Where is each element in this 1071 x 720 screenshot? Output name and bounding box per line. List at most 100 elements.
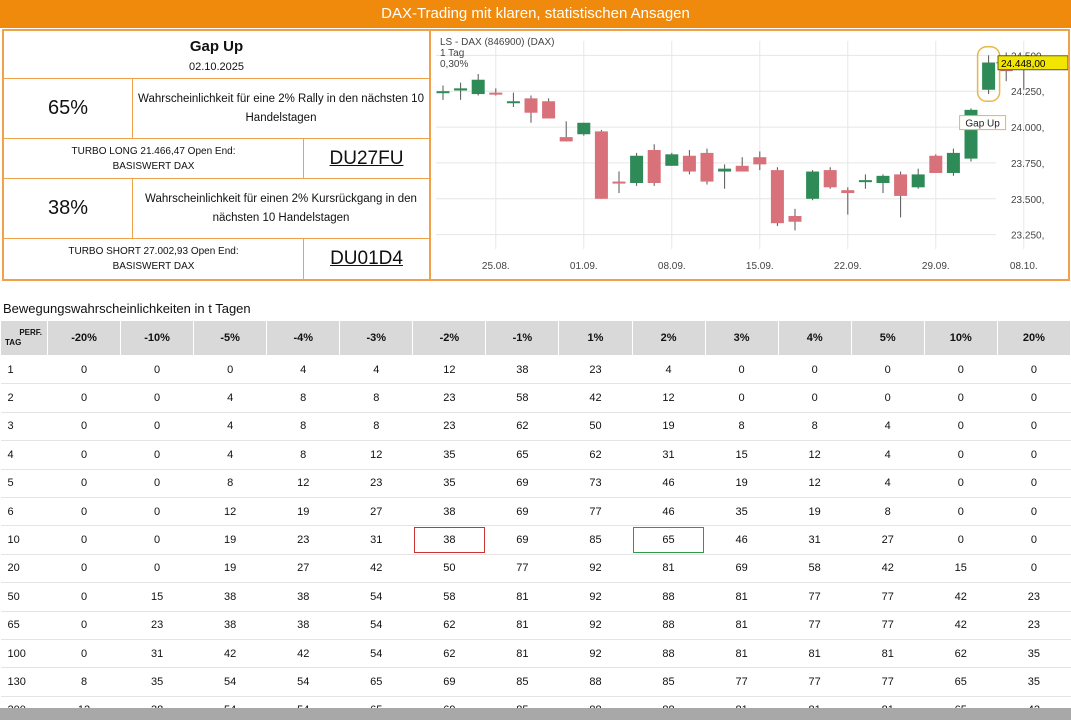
probability-cell: 23 [266,525,340,555]
probability-cell: 92 [558,611,632,640]
probability-cell: 46 [705,525,779,555]
probability-cell: 81 [485,611,559,640]
table-row: 65 0 23 38 38 54 62 81 92 88 81 77 77 42 23 [0,611,1071,640]
probability-cell: 50 [558,412,632,442]
probability-cell: 50 [412,554,486,584]
table-header-row: PERF. TAG -20% -10% -5% -4% -3% -2% -1% 1% 2% 3% 4… [0,320,1071,356]
probability-cell: 0 [778,355,852,385]
bottom-scrollbar[interactable] [0,708,1071,720]
probability-cell: 0 [47,440,121,470]
probability-cell: 31 [632,440,706,470]
row-tag-cell: 4 [0,440,48,470]
column-header: -3% [339,320,414,356]
candle-body [876,175,890,184]
long-product-link[interactable]: DU27FU [329,147,404,169]
probability-cell: 88 [632,639,706,669]
candle-body [559,137,573,142]
probability-cell: 92 [558,639,632,669]
table-body: 1 0 0 0 4 4 12 38 23 4 0 0 0 0 0 2 0 0 4 8 8 23 58 42 12 0 0 0 0 0 3 0 0… [0,355,1071,720]
table-row: 100 0 31 42 42 54 62 81 92 88 81 81 81 62 35 [0,639,1071,669]
probability-cell: 81 [632,554,706,584]
table-title: Bewegungswahrscheinlichkeiten in t Tagen [3,301,251,316]
long-turbo-line1: TURBO LONG 21.466,47 Open End: [71,145,236,157]
table-row: 3 0 0 4 8 8 23 62 50 19 8 8 4 0 0 [0,412,1071,442]
long-turbo-line2: BASISWERT DAX [112,160,195,172]
x-tick-label: 25.08. [482,261,510,272]
probability-cell: 54 [339,639,413,669]
probability-cell: 92 [558,554,632,584]
probability-cell: 38 [266,611,340,640]
last-price-tag [997,55,1068,71]
probability-cell: 0 [120,469,194,498]
probability-cell: 4 [851,440,925,470]
table-corner-header: PERF. TAG [0,320,48,356]
row-tag-cell: 3 [0,412,48,442]
probability-cell: 8 [851,497,925,527]
probability-cell: 77 [851,582,925,612]
column-header: -1% [485,320,560,356]
rally-pct-cell: 65% [4,79,133,139]
probability-cell: 0 [47,554,121,584]
probability-cell: 19 [193,554,267,584]
probability-cell: 12 [193,497,267,527]
probability-cell: 88 [558,667,632,697]
candle-body [630,155,644,184]
candle-body [454,88,468,91]
short-code-cell: DU01D4 [304,239,429,279]
probability-cell: 23 [412,383,486,413]
probability-cell: 69 [485,497,559,527]
column-header: 4% [777,320,852,356]
probability-cell: 0 [705,355,779,385]
candle-body [594,131,608,199]
column-header: 1% [558,320,633,356]
probability-cell: 31 [778,525,852,555]
probability-cell: 38 [412,525,486,555]
candle-body [823,170,837,188]
candle-body [806,171,820,199]
probability-cell: 77 [485,554,559,584]
row-tag-cell: 10 [0,525,48,555]
gap-up-annotation-box [959,115,1007,131]
probability-cell: 69 [705,554,779,584]
short-product-link[interactable]: DU01D4 [330,248,403,269]
probability-cell: 85 [558,525,632,555]
rally-percentage: 65% [47,97,89,119]
probability-cell: 4 [851,412,925,442]
candle-body [946,152,960,173]
candlestick-chart-svg: 23.250,23.500,23.750,24.000,24.250,24.50… [436,37,1068,272]
probability-cell: 0 [924,412,998,442]
probability-cell: 77 [851,611,925,640]
probability-cell: 0 [705,383,779,413]
probability-cell: 4 [193,383,267,413]
signal-date: 02.10.2025 [188,61,245,73]
table-row: 4 0 0 4 8 12 35 65 62 31 15 12 4 0 0 [0,440,1071,470]
drop-description: Wahrscheinlichkeit für einen 2% Kursrück… [145,192,417,224]
probability-cell: 62 [558,440,632,470]
probability-cell: 58 [778,554,852,584]
probability-cell: 8 [193,469,267,498]
probability-cell: 19 [632,412,706,442]
signal-title: Gap Up [189,38,244,55]
probability-cell: 0 [997,412,1071,442]
y-tick-label: 24.000, [1011,123,1044,134]
probability-cell: 0 [924,525,998,555]
candle-body [858,180,872,183]
probability-cell: 19 [705,469,779,498]
probability-cell: 42 [924,582,998,612]
row-tag-cell: 50 [0,582,48,612]
probability-cell: 0 [997,469,1071,498]
probability-cell: 35 [997,667,1071,697]
probability-cell: 81 [705,611,779,640]
probability-cell: 0 [851,355,925,385]
probability-cell: 92 [558,582,632,612]
probability-cell: 0 [120,355,194,385]
row-tag-cell: 6 [0,497,48,527]
candle-body [718,168,732,172]
x-tick-label: 22.09. [834,261,862,272]
probability-cell: 12 [778,469,852,498]
probability-cell: 0 [47,525,121,555]
short-turbo-line1: TURBO SHORT 27.002,93 Open End: [68,246,239,257]
gap-up-highlight [976,45,1001,102]
probability-cell: 27 [339,497,413,527]
column-header: -10% [120,320,195,356]
